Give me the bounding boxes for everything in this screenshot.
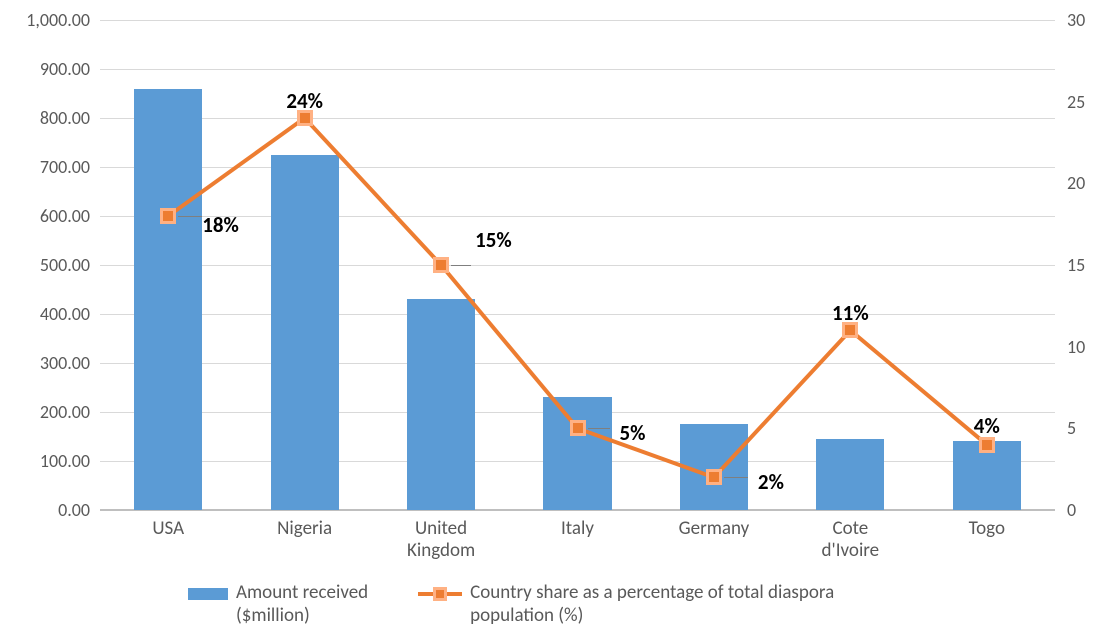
legend-label-bars: Amount received($million) xyxy=(236,582,368,628)
data-label: 15% xyxy=(475,227,512,253)
x-tick-label: Germany xyxy=(679,518,750,540)
data-label: 24% xyxy=(286,88,323,114)
data-label: 11% xyxy=(832,300,869,326)
y-left-tick-label: 200.00 xyxy=(0,401,90,423)
legend-swatch-line xyxy=(418,584,462,604)
y-left-tick-label: 300.00 xyxy=(0,352,90,374)
line-marker xyxy=(570,420,586,436)
line-marker xyxy=(979,437,995,453)
x-tick-label: UnitedKingdom xyxy=(407,518,475,562)
y-left-tick-label: 100.00 xyxy=(0,450,90,472)
data-label: 4% xyxy=(974,413,1000,439)
line-marker xyxy=(706,469,722,485)
line-marker xyxy=(160,208,176,224)
legend-swatch-bar xyxy=(188,588,228,600)
leader-line xyxy=(588,428,610,429)
data-label: 5% xyxy=(620,420,646,446)
line-series xyxy=(100,20,1055,510)
y-left-tick-label: 1,000.00 xyxy=(0,9,90,31)
data-label: 2% xyxy=(758,469,784,495)
leader-line xyxy=(178,216,202,217)
leader-line xyxy=(724,477,748,478)
y-left-tick-label: 500.00 xyxy=(0,254,90,276)
y-left-tick-label: 900.00 xyxy=(0,58,90,80)
y-left-tick-label: 600.00 xyxy=(0,205,90,227)
x-tick-label: Nigeria xyxy=(277,518,332,540)
legend-item-bars: Amount received($million) xyxy=(188,582,368,628)
y-left-tick-label: 0.00 xyxy=(0,499,90,521)
y-right-tick-label: 0 xyxy=(1067,499,1076,521)
y-left-tick-label: 700.00 xyxy=(0,156,90,178)
y-right-tick-label: 15 xyxy=(1067,254,1085,276)
line-marker xyxy=(433,257,449,273)
y-right-tick-label: 30 xyxy=(1067,9,1085,31)
y-left-tick-label: 400.00 xyxy=(0,303,90,325)
combo-chart: 18% 24% 15% 5% 2% 11% 4% 0.00 100.00 200.00 300.0… xyxy=(0,0,1095,632)
y-right-tick-label: 25 xyxy=(1067,91,1085,113)
y-right-tick-label: 20 xyxy=(1067,172,1085,194)
legend-label-line: Country share as a percentage of total d… xyxy=(470,582,834,628)
y-right-tick-label: 5 xyxy=(1067,417,1076,439)
x-tick-label: Togo xyxy=(969,518,1005,540)
leader-line xyxy=(451,265,471,266)
x-tick-label: USA xyxy=(152,518,184,540)
legend-item-line: Country share as a percentage of total d… xyxy=(418,582,834,628)
y-right-tick-label: 10 xyxy=(1067,336,1085,358)
data-label: 18% xyxy=(202,212,239,238)
x-tick-label: Italy xyxy=(561,518,594,540)
legend: Amount received($million) Country share … xyxy=(188,582,834,628)
plot-area: 18% 24% 15% 5% 2% 11% 4% xyxy=(100,20,1055,510)
x-tick-label: Coted'Ivoire xyxy=(822,518,880,562)
y-left-tick-label: 800.00 xyxy=(0,107,90,129)
